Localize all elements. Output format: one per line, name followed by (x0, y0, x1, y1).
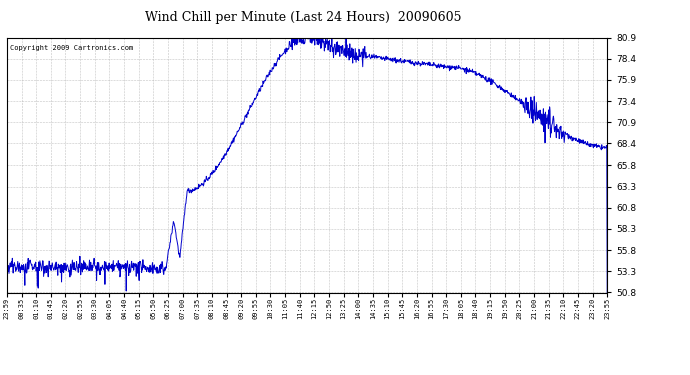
Text: Copyright 2009 Cartronics.com: Copyright 2009 Cartronics.com (10, 45, 133, 51)
Text: Wind Chill per Minute (Last 24 Hours)  20090605: Wind Chill per Minute (Last 24 Hours) 20… (146, 11, 462, 24)
